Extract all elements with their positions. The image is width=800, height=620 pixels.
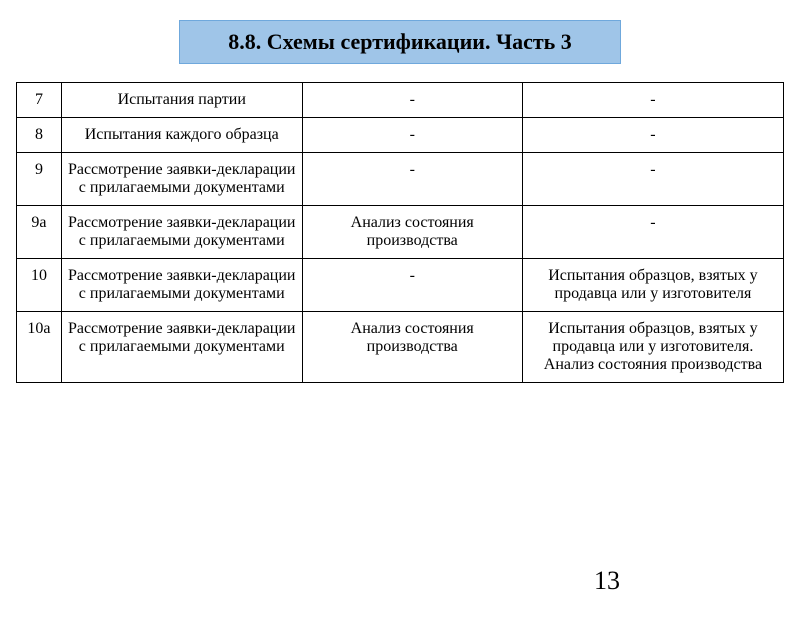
- cell-mid: Анализ состояния производства: [302, 206, 522, 259]
- cell-mid: Анализ состояния производства: [302, 312, 522, 383]
- cell-mid: -: [302, 83, 522, 118]
- table-row: 9а Рассмотрение заявки-декларации с прил…: [17, 206, 784, 259]
- cell-right: -: [522, 153, 783, 206]
- cell-mid: -: [302, 118, 522, 153]
- table-row: 7 Испытания партии - -: [17, 83, 784, 118]
- title-banner: 8.8. Схемы сертификации. Часть 3: [179, 20, 621, 64]
- cell-num: 10: [17, 259, 62, 312]
- cell-desc: Рассмотрение заявки-декларации с прилага…: [61, 206, 302, 259]
- cell-right: Испытания образцов, взятых у продавца ил…: [522, 259, 783, 312]
- cell-mid: -: [302, 259, 522, 312]
- cell-num: 7: [17, 83, 62, 118]
- cell-mid: -: [302, 153, 522, 206]
- cell-desc: Рассмотрение заявки-декларации с прилага…: [61, 312, 302, 383]
- cell-num: 10а: [17, 312, 62, 383]
- table-row: 8 Испытания каждого образца - -: [17, 118, 784, 153]
- cell-right: -: [522, 206, 783, 259]
- certification-schemes-table: 7 Испытания партии - - 8 Испытания каждо…: [16, 82, 784, 383]
- cell-desc: Рассмотрение заявки-декларации с прилага…: [61, 153, 302, 206]
- cell-desc: Рассмотрение заявки-декларации с прилага…: [61, 259, 302, 312]
- page-title: 8.8. Схемы сертификации. Часть 3: [228, 29, 572, 54]
- table-row: 10 Рассмотрение заявки-декларации с прил…: [17, 259, 784, 312]
- cell-desc: Испытания партии: [61, 83, 302, 118]
- table-row: 9 Рассмотрение заявки-декларации с прила…: [17, 153, 784, 206]
- cell-right: -: [522, 118, 783, 153]
- table-row: 10а Рассмотрение заявки-декларации с при…: [17, 312, 784, 383]
- page-number: 13: [594, 566, 620, 596]
- cell-num: 9: [17, 153, 62, 206]
- cell-right: Испытания образцов, взятых у продавца ил…: [522, 312, 783, 383]
- cell-num: 8: [17, 118, 62, 153]
- cell-desc: Испытания каждого образца: [61, 118, 302, 153]
- cell-num: 9а: [17, 206, 62, 259]
- table-container: 7 Испытания партии - - 8 Испытания каждо…: [16, 82, 784, 383]
- cell-right: -: [522, 83, 783, 118]
